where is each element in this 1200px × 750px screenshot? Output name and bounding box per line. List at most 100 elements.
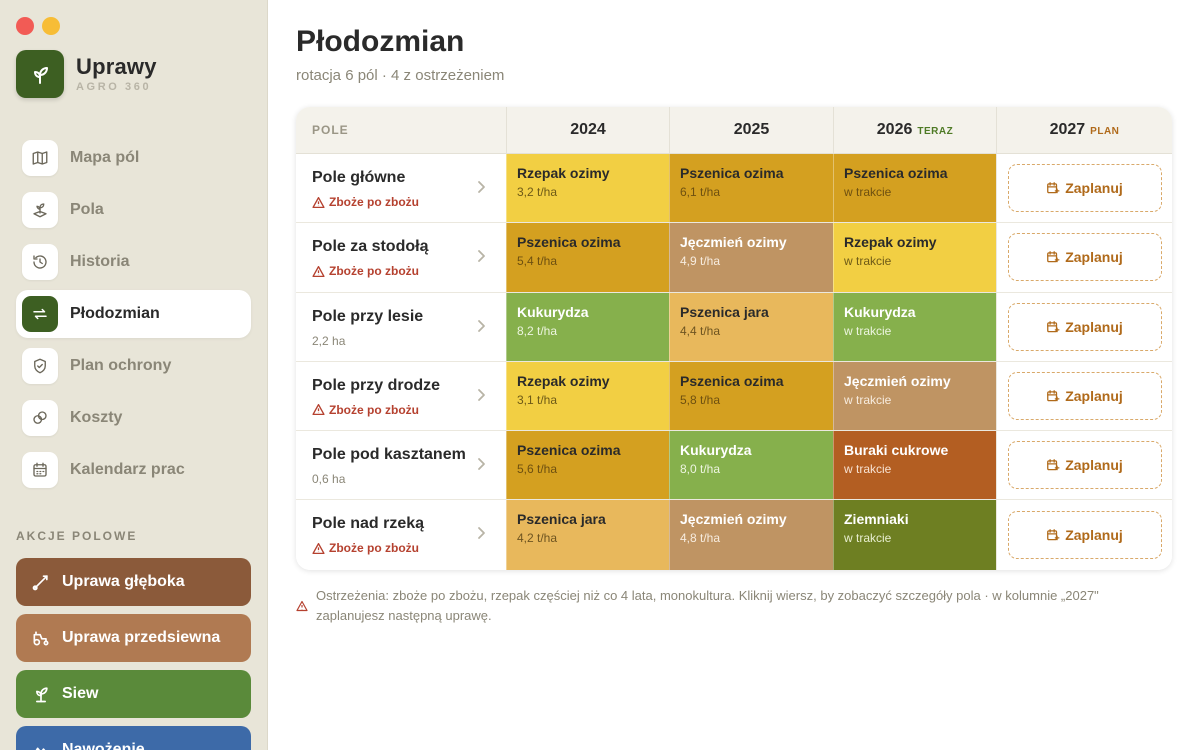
action-siew-button[interactable]: Siew (16, 670, 251, 718)
plan-button-label: Zaplanuj (1065, 388, 1123, 405)
nav-item-plodozmian[interactable]: Płodozmian (16, 290, 251, 338)
crop-name: Pszenica ozima (517, 442, 621, 459)
close-window-button[interactable] (16, 17, 34, 35)
crop-cell[interactable]: Pszenica ozima w trakcie (833, 154, 996, 223)
action-nawozenie-button[interactable]: Nawożenie (16, 726, 251, 750)
nav-item-mapa-pol[interactable]: Mapa pól (16, 134, 251, 182)
crop-cell[interactable]: Kukurydza w trakcie (833, 292, 996, 361)
crop-name: Jęczmień ozimy (844, 372, 951, 389)
nav-label: Plan ochrony (70, 357, 172, 374)
field-cell[interactable]: Pole główne Zboże po zbożu (296, 154, 506, 223)
table-row[interactable]: Pole za stodołą Zboże po zbożu Pszenica oz… (296, 223, 1172, 293)
crop-cell[interactable]: Rzepak ozimy 3,1 t/ha (506, 361, 669, 431)
field-cell[interactable]: Pole pod kasztanem 0,6 ha (296, 431, 506, 500)
column-header-field: POLE (312, 123, 349, 137)
nav-label: Kalendarz prac (70, 461, 185, 478)
warning-text: Zboże po zbożu (329, 264, 419, 279)
crop-cell[interactable]: Rzepak ozimy 3,2 t/ha (506, 154, 669, 223)
crop-cell[interactable]: Pszenica ozima 5,4 t/ha (506, 223, 669, 292)
field-warning: Zboże po zbożu (312, 403, 490, 417)
plan-crop-button[interactable]: Zaplanuj (1007, 511, 1162, 560)
crop-cell[interactable]: Kukurydza 8,0 t/ha (669, 431, 833, 500)
field-actions: Uprawa głęboka Uprawa przedsiewna Siew N… (16, 558, 251, 750)
nav-item-plan-ochrony[interactable]: Plan ochrony (16, 342, 251, 390)
crop-name: Jęczmień ozimy (680, 234, 787, 251)
plan-year-tag: PLAN (1090, 126, 1120, 137)
crop-name: Rzepak ozimy (517, 372, 610, 389)
nav-item-historia[interactable]: Historia (16, 238, 251, 286)
field-cell[interactable]: Pole przy drodze Zboże po zbożu (296, 361, 506, 431)
crop-yield: 5,6 t/ha (517, 462, 558, 477)
crop-name: Ziemniaki (844, 511, 909, 528)
warning-text: Zboże po zbożu (329, 195, 419, 209)
calendar-icon (22, 452, 58, 488)
plan-crop-button[interactable]: Zaplanuj (1007, 372, 1162, 421)
table-row[interactable]: Pole główne Zboże po zbożu Rzepak ozimy 3,2… (296, 154, 1172, 224)
nav-item-kalendarz-prac[interactable]: Kalendarz prac (16, 446, 251, 494)
crop-cell[interactable]: Pszenica jara 4,2 t/ha (506, 500, 669, 570)
action-uprawa-przedsiewna-button[interactable]: Uprawa przedsiewna (16, 614, 251, 662)
crop-cell[interactable]: Kukurydza 8,2 t/ha (506, 292, 669, 361)
plan-crop-button[interactable]: Zaplanuj (1007, 302, 1162, 351)
plan-button-label: Zaplanuj (1065, 457, 1123, 474)
crop-yield: w trakcie (844, 462, 892, 477)
column-header-2026: 2026 TERAZ (833, 107, 996, 153)
crop-cell[interactable]: Pszenica ozima 5,6 t/ha (506, 431, 669, 500)
crop-cell[interactable]: Jęczmień ozimy w trakcie (833, 361, 996, 431)
nav-label: Pola (70, 201, 104, 218)
calendar-plus-icon (1046, 458, 1060, 472)
table-row[interactable]: Pole pod kasztanem 0,6 ha Pszenica ozima 5,… (296, 431, 1172, 501)
field-name: Pole za stodołą (312, 238, 429, 256)
crop-yield: w trakcie (844, 392, 892, 407)
rotate-arrows-icon (22, 296, 58, 332)
main-navigation: Mapa pól Pola Historia Płodozmian Plan o… (16, 134, 251, 498)
crop-name: Pszenica ozima (680, 165, 784, 181)
tractor-icon (30, 627, 52, 649)
plan-button-label: Zaplanuj (1065, 180, 1123, 197)
crop-cell[interactable]: Pszenica ozima 6,1 t/ha (669, 154, 833, 223)
coins-icon (22, 400, 58, 436)
plan-crop-button[interactable]: Zaplanuj (1007, 441, 1162, 490)
plan-cell: Zaplanuj (996, 154, 1172, 223)
column-header-2027: 2027 PLAN (996, 107, 1172, 153)
crop-yield: w trakcie (844, 254, 892, 269)
action-label: Nawożenie (62, 741, 145, 750)
field-cell[interactable]: Pole za stodołą Zboże po zbożu (296, 223, 506, 292)
nav-item-pola[interactable]: Pola (16, 186, 251, 234)
nav-item-koszty[interactable]: Koszty (16, 394, 251, 442)
map-icon (22, 140, 58, 176)
table-row[interactable]: Pole przy lesie 2,2 ha Kukurydza 8,2 t/ha Ps… (296, 292, 1172, 362)
app-name: Uprawy (76, 54, 157, 79)
field-warning: Zboże po zbożu (312, 264, 490, 278)
plan-button-label: Zaplanuj (1065, 249, 1123, 266)
sidebar: Uprawy AGRO 360 Mapa pól Pola Historia (0, 0, 268, 750)
table-row[interactable]: Pole przy drodze Zboże po zbożu Rzepak ozi… (296, 361, 1172, 432)
warning-icon (312, 542, 325, 555)
field-area: 0,6 ha (312, 472, 346, 487)
chevron-right-icon (476, 249, 486, 268)
chevron-right-icon (476, 180, 486, 199)
table-row[interactable]: Pole nad rzeką Zboże po zbożu Pszenica jar… (296, 500, 1172, 570)
field-cell[interactable]: Pole przy lesie 2,2 ha (296, 292, 506, 361)
field-cell[interactable]: Pole nad rzeką Zboże po zbożu (296, 500, 506, 570)
action-uprawa-gleboka-button[interactable]: Uprawa głęboka (16, 558, 251, 606)
plan-cell: Zaplanuj (996, 292, 1172, 361)
chevron-right-icon (476, 388, 486, 407)
crop-cell[interactable]: Pszenica jara 4,4 t/ha (669, 292, 833, 361)
plan-crop-button[interactable]: Zaplanuj (1007, 164, 1162, 213)
crop-yield: 4,8 t/ha (680, 531, 721, 546)
crop-cell[interactable]: Buraki cukrowe w trakcie (833, 431, 996, 500)
crop-cell[interactable]: Jęczmień ozimy 4,8 t/ha (669, 500, 833, 570)
crop-cell[interactable]: Jęczmień ozimy 4,9 t/ha (669, 223, 833, 292)
crop-cell[interactable]: Ziemniaki w trakcie (833, 500, 996, 570)
minimize-window-button[interactable] (42, 17, 60, 35)
calendar-plus-icon (1046, 320, 1060, 334)
crop-name: Pszenica ozima (844, 165, 948, 181)
column-year: 2027 (1049, 121, 1086, 138)
seedling-icon (30, 683, 52, 705)
crop-cell[interactable]: Rzepak ozimy w trakcie (833, 223, 996, 292)
crop-yield: 4,2 t/ha (517, 531, 558, 546)
plan-crop-button[interactable]: Zaplanuj (1007, 233, 1162, 282)
crop-cell[interactable]: Pszenica ozima 5,8 t/ha (669, 361, 833, 431)
action-label: Siew (62, 685, 99, 702)
